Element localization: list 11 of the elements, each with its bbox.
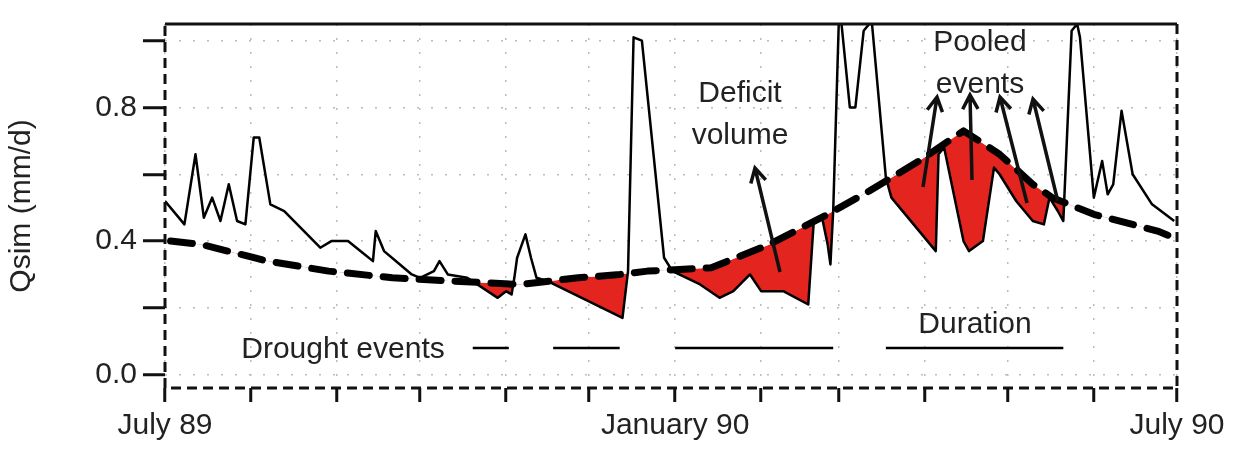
y-axis-title: Qsim (mm/d) xyxy=(3,119,37,293)
annotation: Deficit volume xyxy=(691,75,789,151)
annotation: Drought events xyxy=(241,331,445,365)
x-tick-label: July 90 xyxy=(1129,407,1225,441)
y-tick-label: 0.0 xyxy=(95,355,137,389)
annotation: Pooled events xyxy=(933,24,1027,100)
y-tick-label: 0.8 xyxy=(95,88,137,122)
annotation: Duration xyxy=(918,306,1032,340)
x-tick-label: July 89 xyxy=(117,407,213,441)
y-tick-label: 0.4 xyxy=(95,222,137,256)
x-tick-label: January 90 xyxy=(600,407,750,441)
